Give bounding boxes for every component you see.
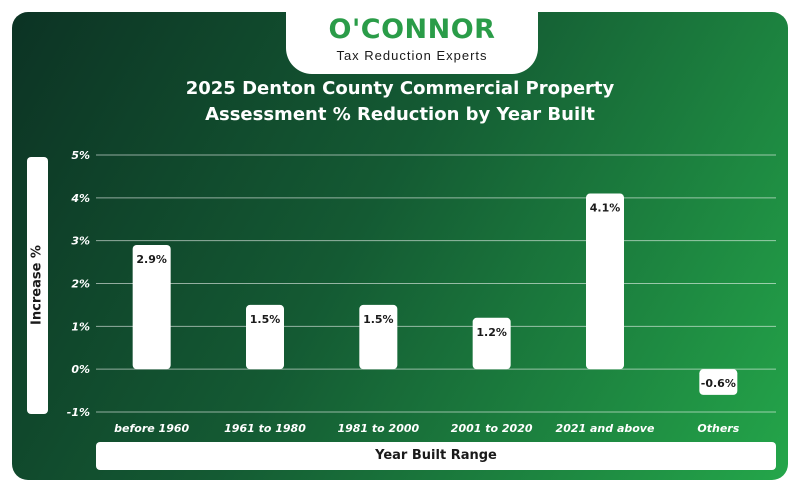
data-label: -0.6% xyxy=(701,377,736,390)
x-tick-label: 1981 to 2000 xyxy=(337,422,419,435)
chart-title-line-2: Assessment % Reduction by Year Built xyxy=(205,104,595,125)
x-tick-label: before 1960 xyxy=(114,422,189,435)
y-axis-label-box xyxy=(27,157,48,414)
data-label: 2.9% xyxy=(136,253,167,266)
bar xyxy=(132,244,171,370)
data-label: 4.1% xyxy=(590,202,621,215)
data-label: 1.5% xyxy=(250,313,281,326)
data-label: 1.2% xyxy=(476,326,507,339)
y-tick-label: 2% xyxy=(71,278,90,291)
x-tick-label: Others xyxy=(697,422,739,435)
data-label: 1.5% xyxy=(363,313,394,326)
chart-title: 2025 Denton County Commercial Property A… xyxy=(100,76,700,128)
bar xyxy=(472,317,511,370)
y-tick-label: 1% xyxy=(71,320,90,333)
y-tick-label: 4% xyxy=(70,192,90,205)
y-tick-label: 3% xyxy=(71,235,90,248)
x-tick-label: 2021 and above xyxy=(556,422,655,435)
brand-logo: O'CONNOR Tax Reduction Experts xyxy=(286,12,538,74)
brand-name: O'CONNOR xyxy=(328,14,496,45)
bar xyxy=(246,304,284,370)
y-tick-label: 5% xyxy=(71,149,90,162)
y-tick-label: -1% xyxy=(67,406,90,419)
x-tick-label: 1961 to 1980 xyxy=(224,422,306,435)
bar xyxy=(586,193,624,370)
y-tick-label: 0% xyxy=(71,363,90,376)
x-tick-label: 2001 to 2020 xyxy=(451,422,533,435)
brand-tagline: Tax Reduction Experts xyxy=(336,48,488,63)
x-axis-label: Year Built Range xyxy=(96,442,776,470)
bar xyxy=(359,304,398,370)
chart-title-line-1: 2025 Denton County Commercial Property xyxy=(185,78,615,99)
bar xyxy=(699,369,738,395)
